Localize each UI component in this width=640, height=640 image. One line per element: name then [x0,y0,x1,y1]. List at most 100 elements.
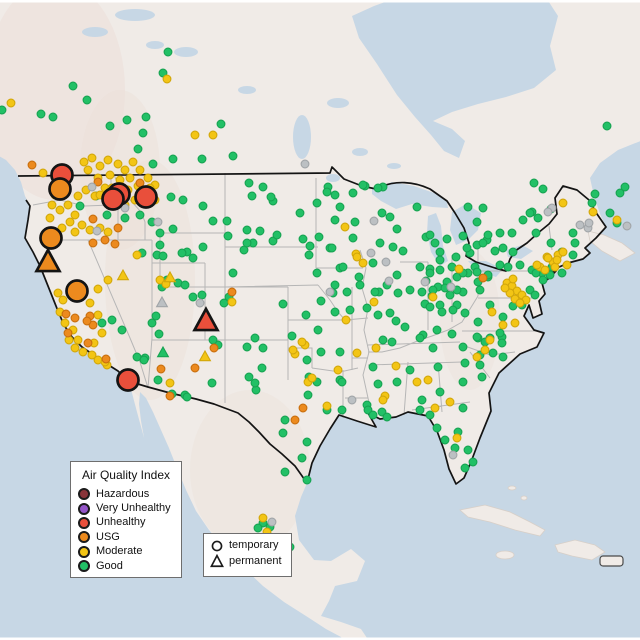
aqi-marker-unhealthy-highlighted[interactable] [101,187,125,211]
aqi-marker-good[interactable] [302,437,312,447]
aqi-marker-good[interactable] [463,445,473,455]
aqi-marker-good[interactable] [405,365,415,375]
aqi-marker-good[interactable] [463,202,473,212]
aqi-marker-moderate[interactable] [562,260,572,270]
aqi-marker-good[interactable] [338,262,348,272]
aqi-marker-no-data[interactable] [369,216,379,226]
aqi-marker-usg[interactable] [209,343,219,353]
aqi-marker-moderate[interactable] [78,347,88,357]
aqi-marker-good[interactable] [141,112,151,122]
aqi-marker-no-data[interactable] [267,517,277,527]
aqi-marker-good[interactable] [451,252,461,262]
aqi-marker-good[interactable] [373,379,383,389]
aqi-marker-good[interactable] [253,523,263,533]
aqi-marker-good[interactable] [257,363,267,373]
aqi-marker-good[interactable] [530,290,540,300]
aqi-marker-good[interactable] [570,238,580,248]
aqi-marker-good-permanent[interactable] [156,345,170,358]
aqi-marker-good[interactable] [278,428,288,438]
aqi-marker-good[interactable] [151,311,161,321]
aqi-marker-good[interactable] [342,287,352,297]
aqi-marker-moderate[interactable] [103,227,113,237]
aqi-marker-good[interactable] [48,112,58,122]
aqi-marker-good[interactable] [316,296,326,306]
aqi-marker-good[interactable] [445,290,455,300]
aqi-marker-moderate[interactable] [55,205,65,215]
aqi-marker-moderate[interactable] [532,260,542,270]
aqi-marker-moderate[interactable] [588,207,598,217]
aqi-marker-good[interactable] [348,188,358,198]
aqi-marker-moderate[interactable] [378,395,388,405]
aqi-marker-no-data[interactable] [448,450,458,460]
aqi-marker-usg[interactable] [88,214,98,224]
aqi-marker-good[interactable] [312,198,322,208]
aqi-marker-good[interactable] [312,268,322,278]
aqi-marker-usg-permanent-highlighted[interactable] [34,247,62,273]
aqi-marker-moderate[interactable] [73,191,83,201]
aqi-marker-good[interactable] [208,216,218,226]
aqi-marker-good[interactable] [498,243,508,253]
aqi-marker-good[interactable] [515,260,525,270]
aqi-marker-usg[interactable] [70,313,80,323]
aqi-marker-good[interactable] [177,248,187,258]
aqi-marker-usg[interactable] [61,309,71,319]
aqi-marker-no-data[interactable] [325,287,335,297]
aqi-marker-moderate[interactable] [65,217,75,227]
aqi-marker-usg[interactable] [110,239,120,249]
aqi-marker-good[interactable] [305,241,315,251]
aqi-marker-good[interactable] [197,290,207,300]
aqi-marker-good[interactable] [525,208,535,218]
aqi-marker-good[interactable] [303,390,313,400]
aqi-marker-good[interactable] [435,247,445,257]
aqi-marker-good[interactable] [590,189,600,199]
aqi-marker-good[interactable] [458,342,468,352]
aqi-marker-moderate[interactable] [79,157,89,167]
aqi-marker-good[interactable] [139,355,149,365]
aqi-marker-good[interactable] [507,228,517,238]
aqi-marker-good[interactable] [415,405,425,415]
aqi-marker-moderate[interactable] [552,255,562,265]
aqi-marker-good[interactable] [415,262,425,272]
aqi-marker-good[interactable] [430,238,440,248]
aqi-marker-good[interactable] [242,342,252,352]
aqi-marker-good[interactable] [158,251,168,261]
aqi-marker-good[interactable] [425,268,435,278]
aqi-marker-good[interactable] [219,298,229,308]
aqi-marker-good[interactable] [337,377,347,387]
aqi-marker-good[interactable] [620,182,630,192]
aqi-marker-good[interactable] [417,395,427,405]
aqi-marker-moderate[interactable] [53,288,63,298]
aqi-marker-good[interactable] [375,238,385,248]
aqi-marker-moderate[interactable] [227,297,237,307]
aqi-marker-no-data[interactable] [446,282,456,292]
aqi-marker-no-data[interactable] [543,207,553,217]
aqi-marker-moderate[interactable] [515,298,525,308]
aqi-marker-good[interactable] [393,288,403,298]
aqi-marker-moderate[interactable] [487,307,497,317]
aqi-marker-good[interactable] [518,215,528,225]
aqi-marker-moderate[interactable] [322,401,332,411]
aqi-marker-good[interactable] [120,213,130,223]
aqi-marker-moderate[interactable] [452,433,462,443]
aqi-marker-moderate[interactable] [87,153,97,163]
aqi-marker-good[interactable] [117,325,127,335]
aqi-marker-no-data[interactable] [195,298,205,308]
aqi-marker-good[interactable] [182,392,192,402]
aqi-marker-moderate[interactable] [93,310,103,320]
aqi-marker-good[interactable] [495,260,505,270]
aqi-marker-good[interactable] [405,285,415,295]
aqi-marker-moderate[interactable] [508,274,518,284]
aqi-marker-good[interactable] [495,328,505,338]
aqi-marker-moderate[interactable] [87,350,97,360]
aqi-marker-good[interactable] [337,405,347,415]
aqi-marker-good[interactable] [428,343,438,353]
aqi-marker-moderate[interactable] [288,345,298,355]
aqi-marker-good[interactable] [458,231,468,241]
aqi-marker-usg[interactable] [227,287,237,297]
aqi-marker-good[interactable] [222,216,232,226]
aqi-marker-moderate[interactable] [412,377,422,387]
aqi-marker-usg-highlighted[interactable] [48,177,72,201]
aqi-marker-good[interactable] [335,347,345,357]
aqi-marker-no-data[interactable] [300,159,310,169]
aqi-marker-no-data[interactable] [92,226,102,236]
